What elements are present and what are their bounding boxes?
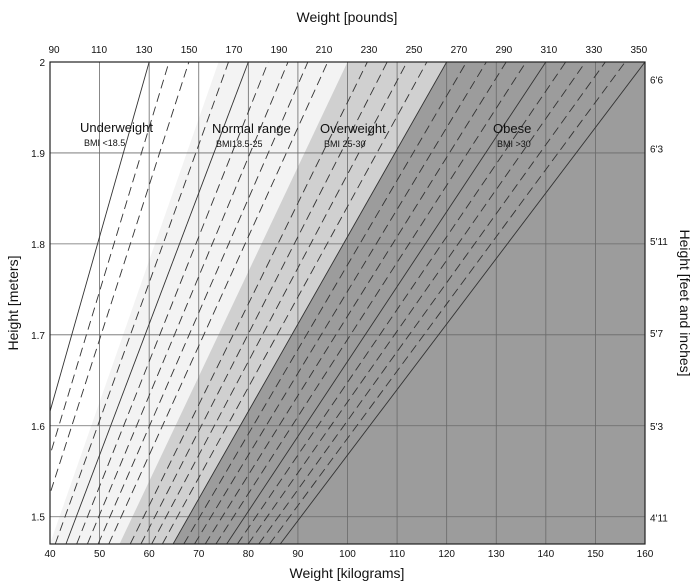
y-axis-right-title: Height [feet and inches]: [677, 229, 691, 376]
x-tick-label-lb-250: 250: [406, 45, 423, 56]
bmi-solid-line-20: [65, 62, 249, 544]
x-tick-label-lb-110: 110: [91, 45, 107, 56]
bmi-dashed-line-29: [161, 62, 428, 544]
category-range-2: BMI 25-30: [324, 139, 366, 149]
x-tick-label-kg-60: 60: [144, 549, 156, 560]
y-tick-label-m-1.8: 1.8: [31, 240, 45, 251]
x-tick-label-kg-130: 130: [488, 549, 505, 560]
x-tick-label-kg-40: 40: [44, 549, 56, 560]
category-label-1: Normal range: [212, 121, 291, 136]
bmi-region-3: [173, 62, 645, 544]
x-tick-label-lb-270: 270: [451, 45, 468, 56]
x-tick-label-lb-90: 90: [49, 45, 61, 56]
category-label-0: Underweight: [80, 120, 153, 135]
bmi-dashed-line-31: [183, 62, 467, 544]
x-axis-top-title: Weight [pounds]: [297, 9, 398, 25]
bmi-dashed-line-17: [50, 62, 190, 496]
x-tick-label-kg-70: 70: [193, 549, 205, 560]
x-tick-label-lb-210: 210: [316, 45, 333, 56]
x-tick-label-kg-110: 110: [389, 549, 405, 560]
bmi-dashed-line-19: [54, 62, 229, 544]
bmi-solid-line-15: [50, 62, 150, 414]
x-tick-label-lb-330: 330: [586, 45, 603, 56]
x-tick-label-lb-130: 130: [136, 45, 153, 56]
x-tick-label-kg-90: 90: [292, 549, 304, 560]
y-tick-label-ft-5-7: 5'7: [650, 329, 663, 340]
bmi-dashed-line-24: [108, 62, 329, 544]
y-tick-label-m-1.7: 1.7: [31, 331, 45, 342]
category-range-1: BMI18.5-25: [216, 139, 263, 149]
y-tick-label-m-1.5: 1.5: [31, 513, 45, 524]
x-tick-label-kg-140: 140: [537, 549, 554, 560]
bmi-dashed-line-37: [247, 62, 586, 544]
bmi-solid-line-30: [172, 62, 448, 544]
bmi-dashed-line-38: [258, 62, 606, 544]
bmi-dashed-line-34: [215, 62, 527, 544]
x-tick-label-lb-170: 170: [226, 45, 243, 56]
x-axis-bottom-title: Weight [kilograms]: [290, 565, 405, 581]
x-tick-label-kg-50: 50: [94, 549, 106, 560]
y-tick-label-ft-5-11: 5'11: [650, 237, 668, 248]
x-tick-label-lb-150: 150: [181, 45, 198, 56]
y-tick-label-m-2: 2: [39, 58, 45, 69]
category-label-3: Obese: [493, 121, 531, 136]
bmi-dashed-line-33: [204, 62, 507, 544]
x-tick-label-kg-80: 80: [243, 549, 255, 560]
x-tick-label-kg-120: 120: [438, 549, 455, 560]
x-tick-label-kg-100: 100: [339, 549, 356, 560]
plot-frame: [49, 61, 646, 545]
x-tick-label-lb-290: 290: [496, 45, 513, 56]
bmi-dashed-line-22: [86, 62, 289, 544]
category-range-0: BMI <18.5: [84, 138, 125, 148]
y-tick-label-ft-5-3: 5'3: [650, 422, 663, 433]
bmi-dashed-line-32: [194, 62, 487, 544]
y-tick-label-ft-6-6: 6'6: [650, 75, 663, 86]
bmi-dashed-line-26: [129, 62, 368, 544]
x-tick-label-kg-150: 150: [587, 549, 604, 560]
y-axis-left-title: Height [meters]: [5, 256, 21, 351]
bmi-dashed-line-21: [76, 62, 269, 544]
x-tick-label-lb-190: 190: [271, 45, 288, 56]
y-tick-label-m-1.9: 1.9: [31, 149, 45, 160]
bmi-dashed-line-27: [140, 62, 388, 544]
category-label-2: Overweight: [320, 121, 386, 136]
y-tick-label-ft-6-3: 6'3: [650, 144, 663, 155]
bmi-dashed-line-28: [151, 62, 408, 544]
bmi-region-0: [50, 62, 219, 544]
x-tick-label-lb-310: 310: [541, 45, 558, 56]
bmi-region-2: [119, 62, 447, 544]
bmi-solid-line-35: [226, 62, 547, 544]
bmi-dashed-line-23: [97, 62, 309, 544]
x-tick-label-lb-230: 230: [361, 45, 378, 56]
bmi-dashed-line-39: [269, 62, 626, 544]
category-range-3: BMI >30: [497, 139, 531, 149]
bmi-solid-line-40: [279, 62, 645, 544]
x-tick-label-lb-350: 350: [631, 45, 648, 56]
x-tick-label-kg-160: 160: [637, 549, 654, 560]
y-tick-label-ft-4-11: 4'11: [650, 514, 668, 525]
y-tick-label-m-1.6: 1.6: [31, 422, 45, 433]
